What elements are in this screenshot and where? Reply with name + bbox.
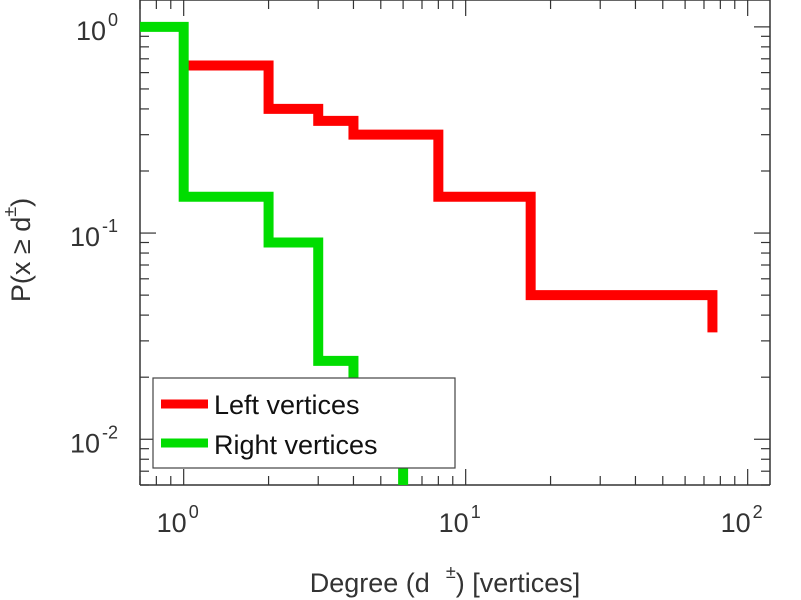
- minor-ticks: [139, 0, 770, 486]
- y-tick-label: 10 0: [76, 10, 118, 46]
- legend-label-right: Right vertices: [214, 430, 378, 460]
- x-tick-labels: 10 0 10 1 10 2: [157, 502, 763, 538]
- x-axis-label: Degree (d ±) [vertices]: [310, 562, 581, 598]
- y-axis-label: P(x ≥ d±): [0, 198, 36, 302]
- y-tick-label: 10 -2: [70, 422, 118, 458]
- legend: Left vertices Right vertices: [152, 377, 456, 469]
- legend-label-left: Left vertices: [214, 390, 360, 420]
- series-line-left-vertices: [183, 60, 718, 333]
- x-tick-label: 10 1: [439, 502, 481, 538]
- x-tick-label: 10 2: [721, 502, 763, 538]
- legend-box: [152, 377, 456, 469]
- x-tick-label: 10 0: [157, 502, 199, 538]
- y-tick-label: 10 -1: [70, 216, 118, 252]
